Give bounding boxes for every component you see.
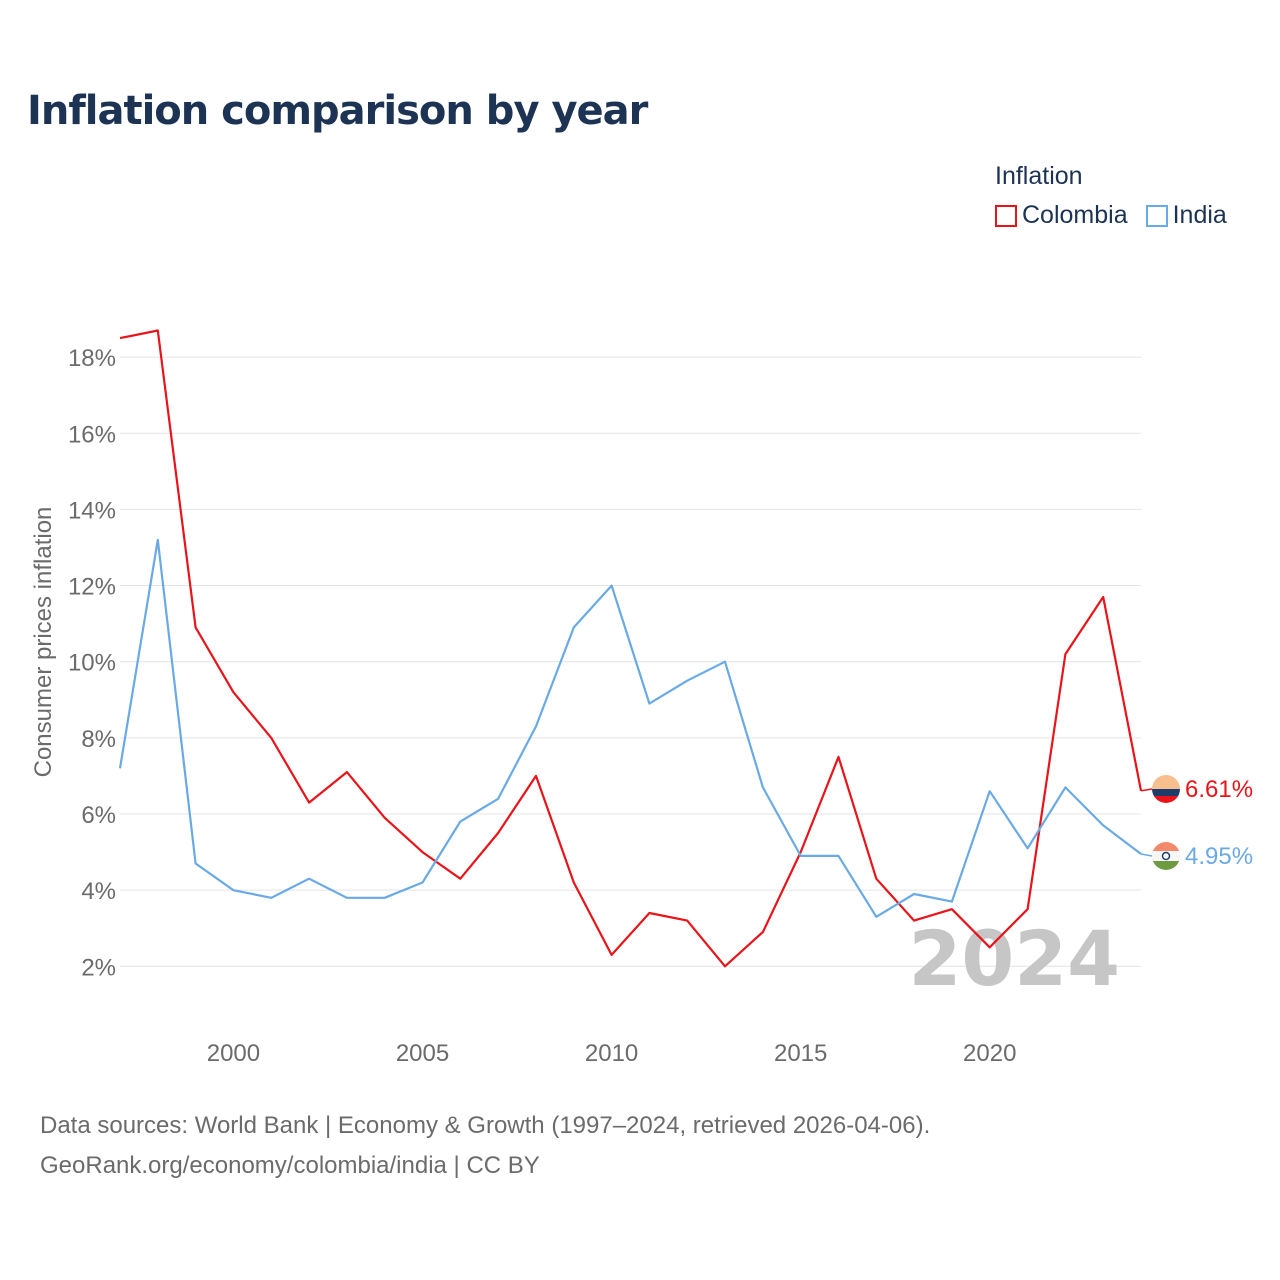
y-tick-label: 12% <box>68 574 116 601</box>
y-axis-label: Consumer prices inflation <box>30 507 57 778</box>
y-tick-label: 14% <box>68 497 116 524</box>
source-line-1: Data sources: World Bank | Economy & Gro… <box>40 1112 931 1139</box>
end-label-india: 4.95% <box>1185 843 1253 870</box>
legend: Inflation Colombia India <box>995 162 1227 230</box>
legend-swatch-colombia <box>995 204 1017 227</box>
y-tick-label: 10% <box>68 650 116 677</box>
legend-swatch-india <box>1145 204 1168 227</box>
legend-label-colombia: Colombia <box>1022 201 1128 229</box>
legend-item-colombia[interactable]: Colombia <box>995 201 1128 230</box>
x-tick-label: 2010 <box>585 1040 638 1067</box>
y-tick-label: 6% <box>81 802 116 829</box>
source-note: Data sources: World Bank | Economy & Gro… <box>40 1106 930 1186</box>
x-tick-label: 2015 <box>774 1040 827 1067</box>
x-tick-label: 2005 <box>396 1040 449 1067</box>
y-tick-label: 2% <box>81 954 116 981</box>
legend-label-india: India <box>1172 201 1227 229</box>
x-tick-label: 2020 <box>963 1040 1016 1067</box>
end-connector <box>1140 853 1153 857</box>
x-tick-label: 2000 <box>207 1040 260 1067</box>
legend-title: Inflation <box>995 162 1083 190</box>
end-label-colombia: 6.61% <box>1185 776 1253 803</box>
y-tick-label: 16% <box>68 421 116 448</box>
chart-title: Inflation comparison by year <box>27 88 648 134</box>
india-flag-icon <box>1152 842 1180 870</box>
series-line-india[interactable] <box>118 538 1142 918</box>
colombia-flag-icon <box>1152 775 1180 803</box>
end-connector <box>1140 788 1153 792</box>
y-tick-label: 18% <box>68 345 116 372</box>
year-watermark: 2024 <box>908 914 1120 1003</box>
series-line-colombia[interactable] <box>119 329 1143 968</box>
legend-item-india[interactable]: India <box>1145 201 1227 230</box>
y-tick-label: 8% <box>81 726 116 753</box>
source-line-2[interactable]: GeoRank.org/economy/colombia/india | CC … <box>40 1152 540 1179</box>
y-tick-label: 4% <box>81 878 116 905</box>
